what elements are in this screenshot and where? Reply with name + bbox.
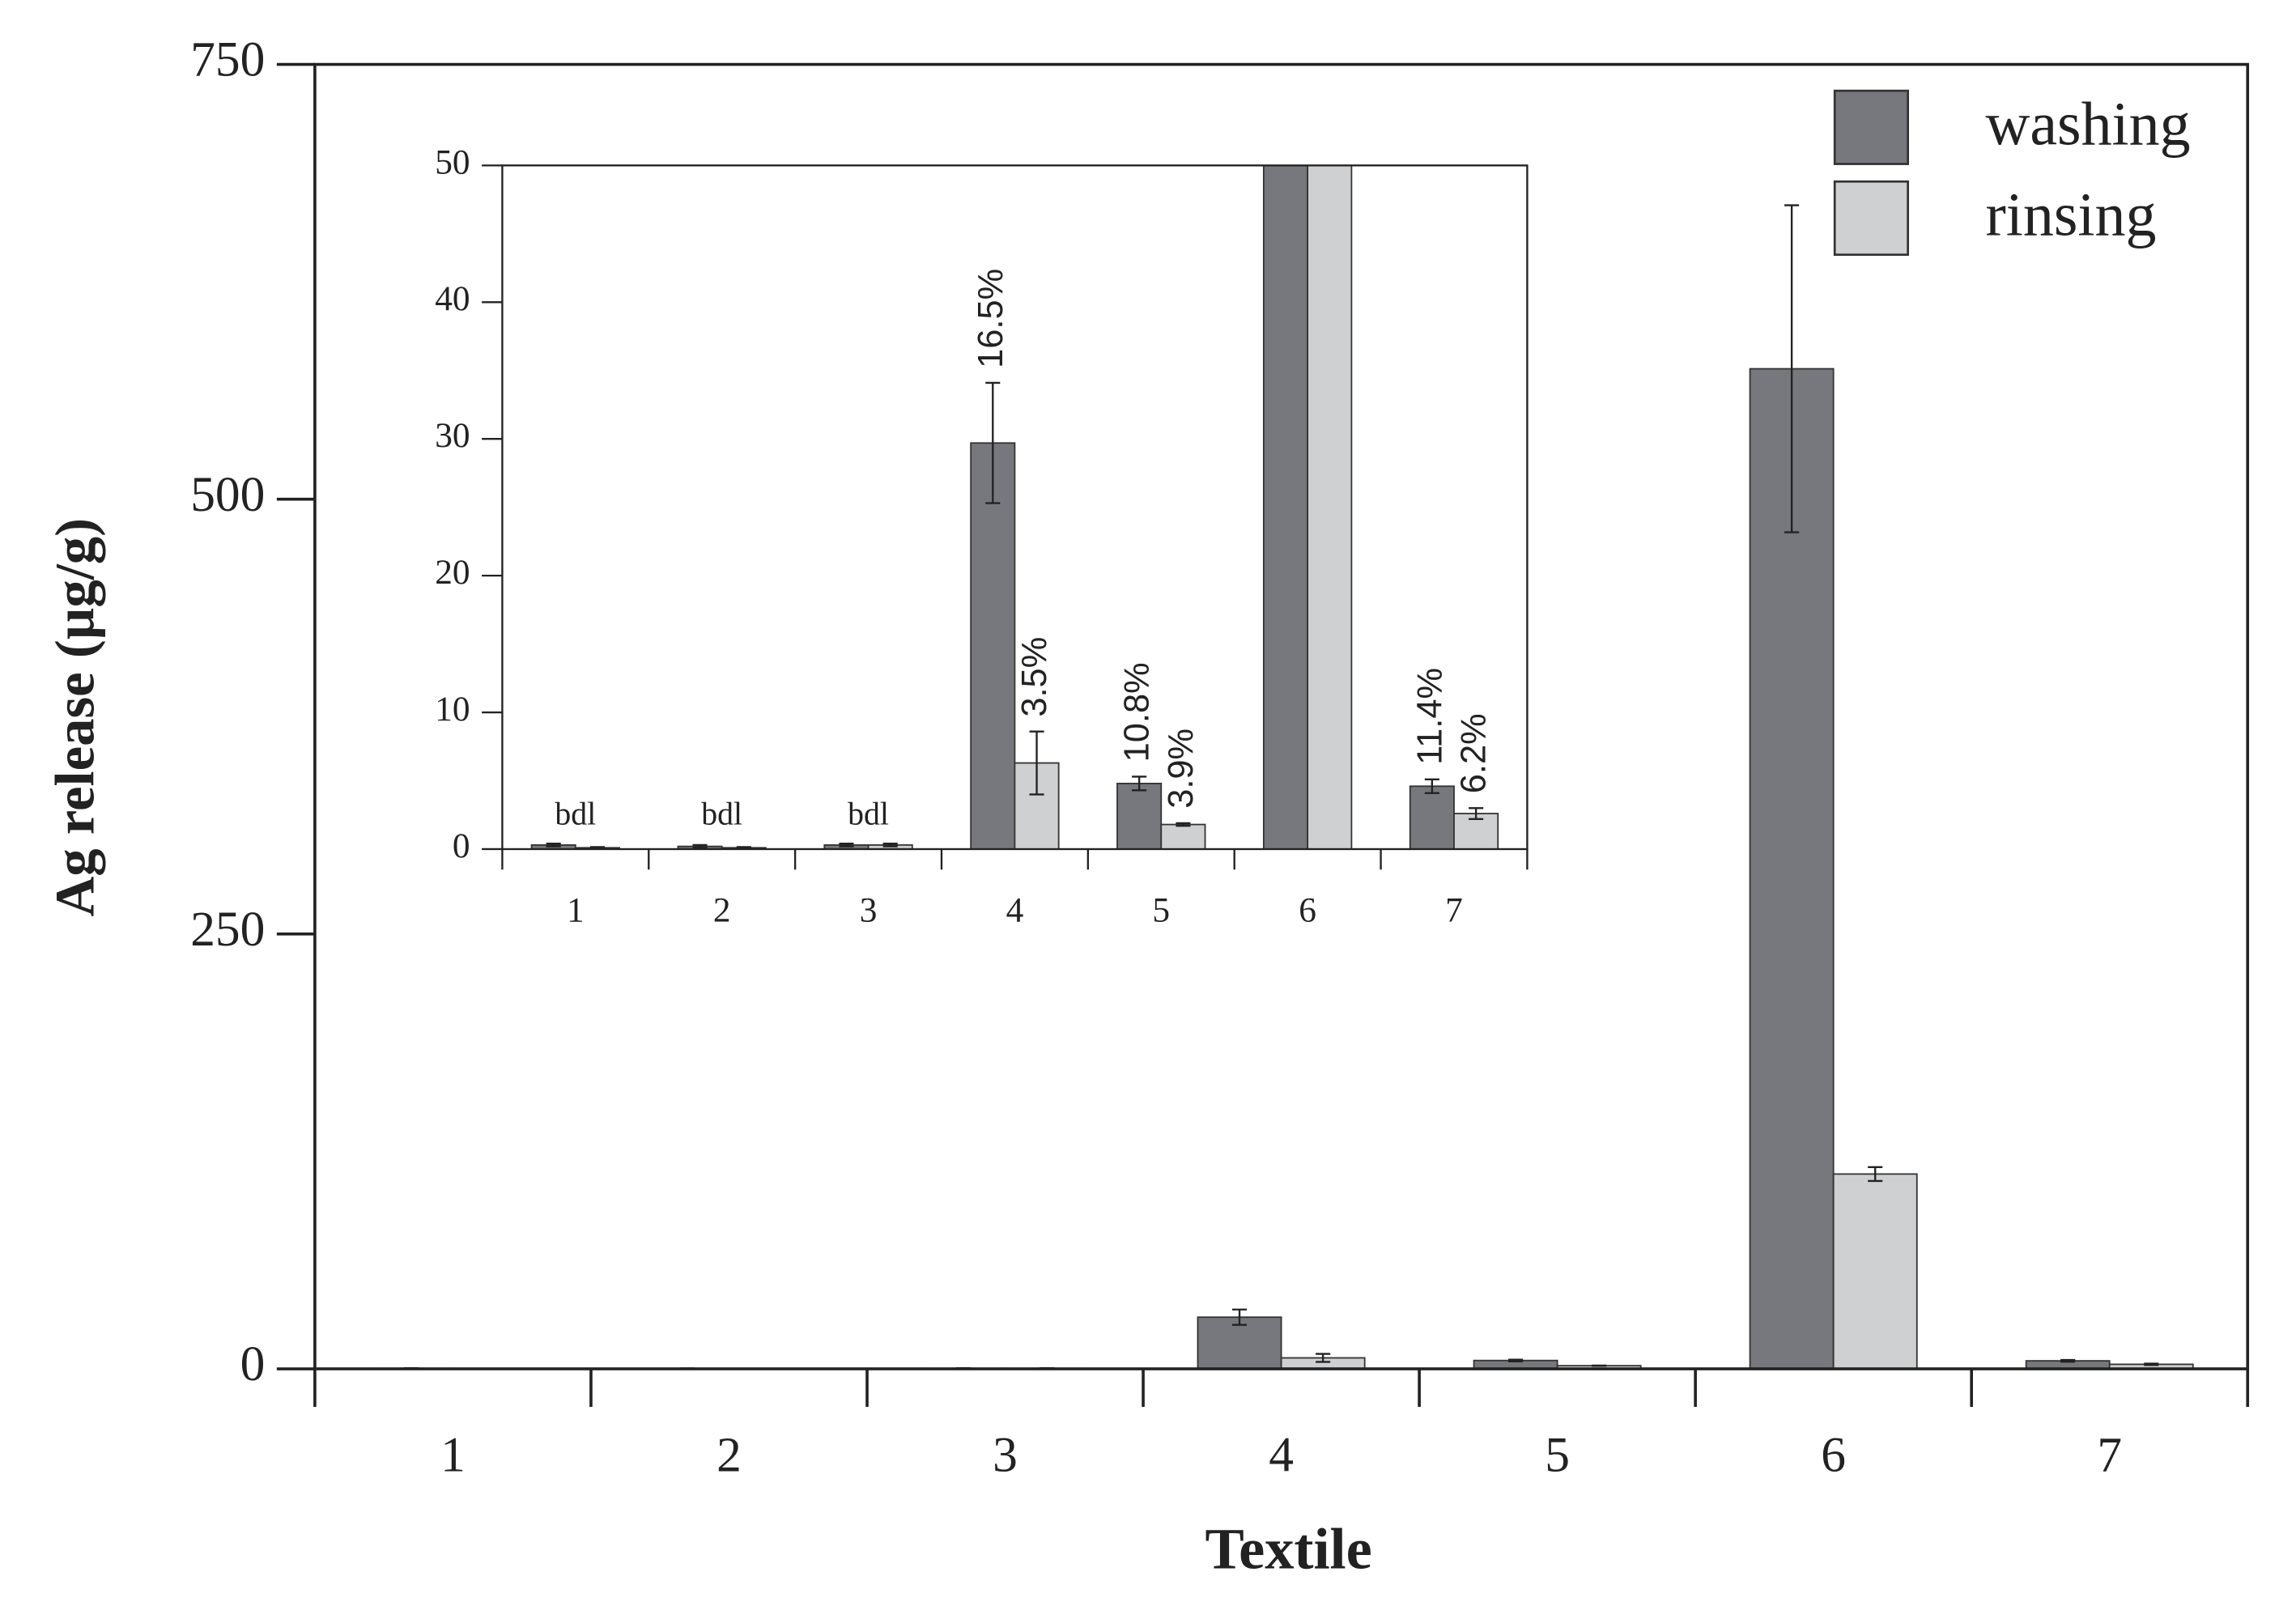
data-label: 3.9% [1162, 729, 1201, 809]
bar [1409, 785, 1455, 849]
x-tick-label: 2 [716, 1427, 742, 1482]
x-tick-label: 6 [1299, 891, 1316, 930]
y-tick-label: 750 [190, 32, 265, 87]
plot-frame [501, 164, 1529, 851]
y-tick-label: 10 [435, 690, 470, 729]
x-tick-label: 4 [1006, 891, 1024, 930]
y-tick-label: 250 [190, 902, 265, 957]
inset-bars [530, 165, 1499, 849]
x-tick-label: 6 [1821, 1427, 1846, 1482]
bar [1832, 1173, 1918, 1370]
bar [1307, 165, 1353, 849]
y-axis-label: Ag release (µg/g) [44, 518, 105, 916]
y-tick-label: 500 [190, 467, 265, 522]
x-tick-label: 1 [440, 1427, 466, 1482]
legend-swatch [1833, 180, 1910, 257]
y-tick-label: 0 [453, 826, 470, 865]
data-label: 11.4% [1410, 668, 1449, 765]
y-tick-label: 30 [435, 416, 470, 455]
legend-label: rinsing [1986, 181, 2157, 249]
data-label: 16.5% [972, 269, 1010, 368]
data-label: bdl [555, 796, 596, 831]
data-label: bdl [701, 796, 742, 831]
data-label: 6.2% [1455, 713, 1494, 793]
data-label: bdl [848, 796, 889, 831]
x-tick-label: 1 [567, 891, 585, 930]
bar [1160, 823, 1206, 849]
y-tick-label: 40 [435, 279, 470, 318]
bar [1262, 165, 1309, 849]
y-tick-label: 50 [435, 142, 470, 181]
x-tick-label: 7 [1445, 891, 1463, 930]
x-tick-label: 3 [993, 1427, 1018, 1482]
y-tick-label: 0 [240, 1336, 266, 1391]
bar [1116, 782, 1163, 849]
legend-label: washing [1986, 90, 2191, 158]
x-axis-label: Textile [1205, 1516, 1371, 1581]
x-tick-label: 3 [860, 891, 878, 930]
x-tick-label: 4 [1269, 1427, 1294, 1482]
data-label: 3.5% [1015, 637, 1054, 717]
x-tick-label: 2 [713, 891, 731, 930]
data-label: 10.8% [1118, 662, 1157, 762]
legend-swatch [1833, 89, 1910, 165]
plot-frame [313, 62, 2250, 1370]
x-tick-label: 7 [2097, 1427, 2122, 1482]
x-tick-label: 5 [1545, 1427, 1570, 1482]
y-tick-label: 20 [435, 553, 470, 592]
x-tick-label: 5 [1152, 891, 1170, 930]
